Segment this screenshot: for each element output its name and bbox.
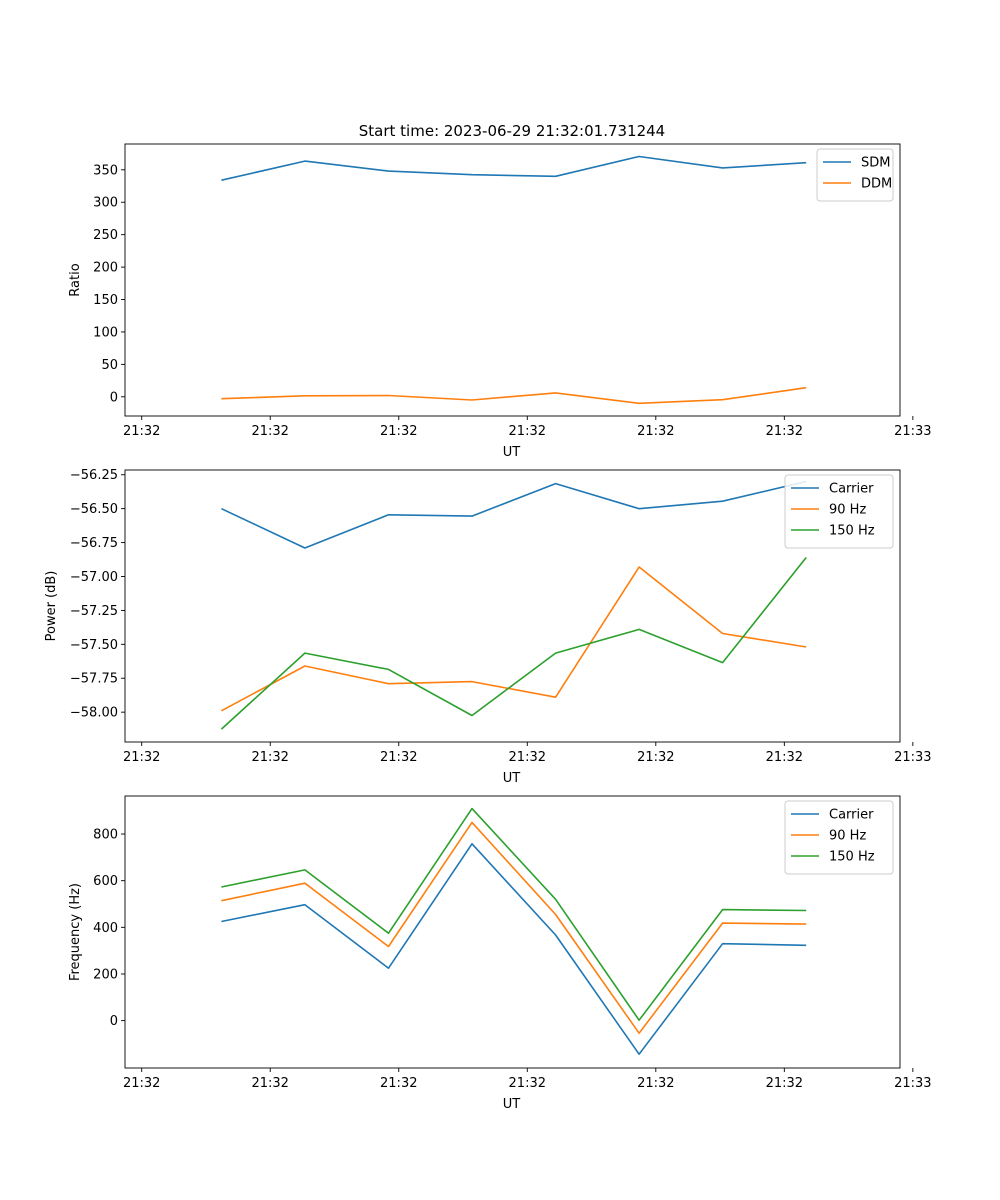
- x-tick-label: 21:32: [509, 750, 546, 765]
- x-tick-label: 21:32: [637, 1076, 674, 1091]
- y-axis-label: Power (dB): [44, 571, 59, 642]
- x-axis-label: UT: [503, 1097, 521, 1112]
- legend: Carrier 90 Hz 150 Hz: [784, 474, 894, 549]
- y-tick-label: 0: [110, 1014, 118, 1029]
- series-line-carrier: [221, 842, 807, 1055]
- y-tick-label: 50: [101, 358, 118, 373]
- legend-label: 150 Hz: [829, 850, 875, 865]
- y-tick-label: 200: [93, 261, 118, 276]
- x-axis-label: UT: [503, 445, 521, 460]
- y-tick-label: 250: [93, 228, 118, 243]
- series-line-90-hz: [221, 566, 807, 712]
- x-tick-label: 21:32: [251, 1076, 288, 1091]
- y-tick-label: 100: [93, 325, 118, 340]
- y-axis-label: Ratio: [68, 263, 83, 296]
- legend: SDM DDM: [816, 148, 894, 202]
- x-tick-label: 21:32: [766, 1076, 803, 1091]
- axes-frame: [124, 469, 901, 743]
- y-tick-label: −56.25: [70, 468, 118, 483]
- series-line-90-hz: [221, 821, 807, 1034]
- x-tick-label: 21:32: [380, 424, 417, 439]
- legend-label: Carrier: [829, 482, 874, 497]
- y-tick-label: −57.50: [70, 638, 118, 653]
- series-line-sdm: [221, 155, 807, 181]
- x-tick-label: 21:33: [894, 424, 931, 439]
- x-tick-label: 21:32: [509, 1076, 546, 1091]
- legend-label: DDM: [861, 177, 892, 192]
- y-tick-label: 800: [93, 828, 118, 843]
- y-tick-label: −57.75: [70, 672, 118, 687]
- legend: Carrier 90 Hz 150 Hz: [784, 800, 894, 875]
- x-tick-label: 21:33: [894, 1076, 931, 1091]
- legend-label: SDM: [861, 156, 890, 171]
- series-line-carrier: [221, 480, 807, 549]
- axes-frame: [124, 143, 901, 417]
- y-tick-label: −57.00: [70, 570, 118, 585]
- y-axis-label: Frequency (Hz): [68, 883, 83, 981]
- x-tick-label: 21:32: [509, 424, 546, 439]
- x-tick-label: 21:33: [894, 750, 931, 765]
- y-tick-label: 0: [110, 390, 118, 405]
- y-tick-label: −57.25: [70, 604, 118, 619]
- x-tick-label: 21:32: [123, 750, 160, 765]
- y-tick-label: −56.50: [70, 502, 118, 517]
- y-tick-label: 350: [93, 163, 118, 178]
- x-tick-label: 21:32: [380, 750, 417, 765]
- axes-frame: [124, 795, 901, 1069]
- x-tick-label: 21:32: [123, 1076, 160, 1091]
- legend-label: Carrier: [829, 808, 874, 823]
- y-tick-label: −56.75: [70, 536, 118, 551]
- chart-panel-3: 21:32 21:32 21:32 21:32 21:32 21:32 21:33 0 200 4…: [68, 795, 932, 1112]
- y-tick-label: −58.00: [70, 706, 118, 721]
- series-line-150-hz: [220, 557, 807, 730]
- series-line-ddm: [221, 386, 807, 405]
- x-axis-label: UT: [503, 771, 521, 786]
- x-tick-label: 21:32: [766, 424, 803, 439]
- y-tick-label: 400: [93, 921, 118, 936]
- x-tick-label: 21:32: [123, 424, 160, 439]
- y-tick-label: 600: [93, 874, 118, 889]
- x-tick-label: 21:32: [251, 750, 288, 765]
- series-line-150-hz: [221, 807, 807, 1022]
- legend-label: 90 Hz: [829, 503, 866, 518]
- x-tick-label: 21:32: [637, 424, 674, 439]
- y-tick-label: 200: [93, 967, 118, 982]
- x-tick-label: 21:32: [766, 750, 803, 765]
- chart-panel-1: 21:32 21:32 21:32 21:32 21:32 21:32 21:33 0 50 10…: [68, 143, 932, 460]
- y-tick-label: 150: [93, 293, 118, 308]
- legend-label: 150 Hz: [829, 524, 875, 539]
- y-tick-label: 300: [93, 196, 118, 211]
- legend-label: 90 Hz: [829, 829, 866, 844]
- chart-panel-2: 21:32 21:32 21:32 21:32 21:32 21:32 21:33 −58.0…: [44, 468, 932, 786]
- figure-title: Start time: 2023-06-29 21:32:01.731244: [359, 122, 665, 140]
- x-tick-label: 21:32: [251, 424, 288, 439]
- x-tick-label: 21:32: [380, 1076, 417, 1091]
- x-tick-label: 21:32: [637, 750, 674, 765]
